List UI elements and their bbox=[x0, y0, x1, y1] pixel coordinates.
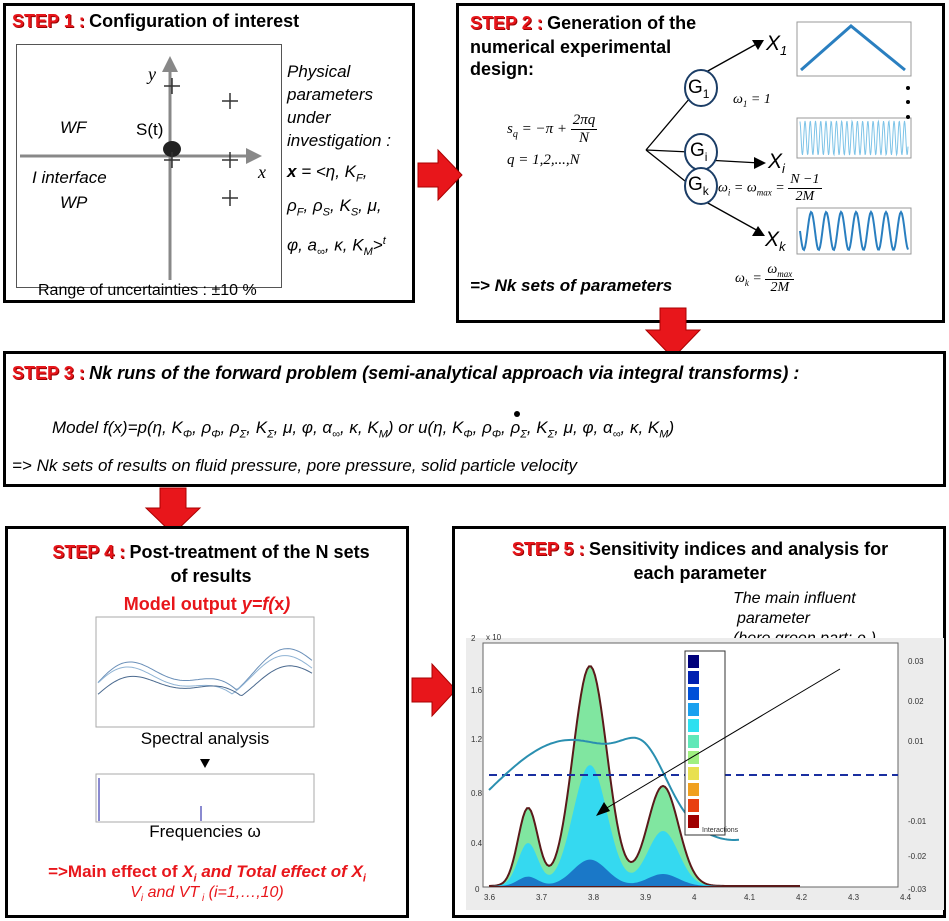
x-tick-label: 4 bbox=[692, 893, 697, 902]
source-label: S(t) bbox=[136, 120, 164, 139]
svg-text:0.02: 0.02 bbox=[908, 697, 924, 706]
step5-header: STEP 5 : Sensitivity indices and analysi… bbox=[456, 538, 944, 585]
sq-formula: sq = −π + 2πq N bbox=[507, 112, 598, 146]
svg-text:0: 0 bbox=[475, 885, 480, 894]
step2-title-l3: design: bbox=[470, 59, 535, 79]
svg-text:0.03: 0.03 bbox=[908, 657, 924, 666]
x-tick-label: 3.9 bbox=[640, 893, 652, 902]
omegak-formula: ωk = ωmax 2M bbox=[735, 262, 795, 295]
step5-label: STEP 5 : bbox=[511, 539, 585, 559]
x-tick-label: 3.8 bbox=[588, 893, 600, 902]
svg-text:2: 2 bbox=[471, 634, 476, 643]
wp-label: WP bbox=[60, 193, 88, 212]
step2-result: => Nk sets of parameters bbox=[470, 276, 673, 295]
step5-title-l2: each parameter bbox=[633, 563, 767, 583]
params-formula: x = <η, KF, ρF, ρS, KS, μ, φ, a∞, κ, KM>… bbox=[287, 158, 386, 266]
step4-title-l2: of results bbox=[170, 566, 252, 586]
params-formula-l2: ρF, ρS, KS, μ, bbox=[287, 196, 382, 219]
params-heading-l1: Physical bbox=[287, 62, 351, 81]
step2-header: STEP 2 : Generation of the numerical exp… bbox=[470, 12, 696, 80]
svg-text:0.8: 0.8 bbox=[471, 789, 483, 798]
config-panel bbox=[16, 44, 282, 288]
step5-title-l1: Sensitivity indices and analysis for bbox=[589, 539, 889, 559]
variance-line: Vi and VT i (i=1,…,10) bbox=[130, 884, 284, 905]
q-formula: q = 1,2,...,N bbox=[507, 152, 580, 168]
step3-result: => Nk sets of results on fluid pressure,… bbox=[12, 456, 578, 475]
svg-text:0.4: 0.4 bbox=[471, 839, 483, 848]
svg-text:1.2: 1.2 bbox=[471, 735, 483, 744]
step3-model: Model f(x)=p(η, KΦ, ρΦ, ρΣ, KΣ, μ, φ, α∞… bbox=[52, 418, 675, 441]
x-tick-label: 4.1 bbox=[744, 893, 756, 902]
step2-label: STEP 2 : bbox=[470, 13, 543, 33]
svg-text:x 10: x 10 bbox=[486, 633, 502, 642]
step4-label: STEP 4 : bbox=[52, 542, 126, 562]
x-tick-label: 3.7 bbox=[536, 893, 548, 902]
range-text: Range of uncertainties : ±10 % bbox=[38, 282, 257, 299]
interface-label: I interface bbox=[32, 168, 107, 187]
svg-text:0.01: 0.01 bbox=[908, 737, 924, 746]
omegai-formula: ωi = ωmax = N −1 2M bbox=[718, 172, 822, 204]
params-heading-l3: under bbox=[287, 108, 331, 127]
params-heading-l2: parameters bbox=[287, 85, 373, 104]
step1-title: Configuration of interest bbox=[89, 11, 300, 31]
step3-header: STEP 3 : Nk runs of the forward problem … bbox=[12, 361, 932, 387]
params-formula-l1: x = <η, KF, bbox=[287, 162, 368, 185]
x1-label: X1 bbox=[766, 32, 788, 59]
step2-title-l1: Generation of the bbox=[547, 13, 697, 33]
model-output: Model output y=f(x) bbox=[123, 594, 291, 614]
x-tick-label: 3.6 bbox=[484, 893, 496, 902]
svg-text:-0.03: -0.03 bbox=[908, 885, 927, 894]
gi-node: Gi bbox=[690, 140, 708, 164]
y-axis-label: y bbox=[148, 64, 156, 84]
step4-header: STEP 4 : Post-treatment of the N sets of… bbox=[16, 541, 406, 588]
step3-label: STEP 3 : bbox=[12, 363, 85, 383]
step3-title: Nk runs of the forward problem (semi-ana… bbox=[89, 363, 800, 383]
step4-title-l1: Post-treatment of the N sets bbox=[129, 542, 370, 562]
frequencies-label: Frequencies ω bbox=[149, 822, 261, 841]
params-formula-l3: φ, a∞, κ, KM>t bbox=[287, 234, 386, 258]
annot-l2: parameter bbox=[737, 610, 810, 627]
params-heading: Physical parameters under investigation … bbox=[287, 60, 391, 152]
g1-node: G1 bbox=[688, 77, 710, 101]
annot-l1: The main influent bbox=[733, 590, 856, 607]
chart-legend bbox=[684, 650, 726, 836]
wf-label: WF bbox=[60, 118, 87, 137]
x-tick-label: 4.4 bbox=[900, 893, 912, 902]
step1-header: STEP 1 : Configuration of interest bbox=[12, 11, 299, 32]
svg-text:Interactions: Interactions bbox=[702, 827, 739, 834]
svg-text:-0.02: -0.02 bbox=[908, 852, 927, 861]
spectral-label: Spectral analysis bbox=[140, 729, 270, 748]
svg-text:-0.01: -0.01 bbox=[908, 817, 927, 826]
omega1-formula: ω1 = 1 bbox=[733, 92, 771, 109]
step3-box bbox=[3, 351, 946, 487]
xk-label: Xk bbox=[765, 228, 786, 255]
svg-text:1.6: 1.6 bbox=[471, 686, 483, 695]
u-dot bbox=[514, 411, 520, 417]
params-heading-l4: investigation : bbox=[287, 131, 391, 150]
x-axis-label: x bbox=[258, 162, 266, 182]
effects-line: =>Main effect of Xi and Total effect of … bbox=[48, 862, 366, 885]
x-tick-label: 4.2 bbox=[796, 893, 808, 902]
gk-node: Gk bbox=[688, 174, 709, 198]
step1-label: STEP 1 : bbox=[12, 11, 85, 31]
x-tick-label: 4.3 bbox=[848, 893, 860, 902]
xi-label: Xi bbox=[768, 150, 785, 177]
step2-title-l2: numerical experimental bbox=[470, 37, 672, 57]
